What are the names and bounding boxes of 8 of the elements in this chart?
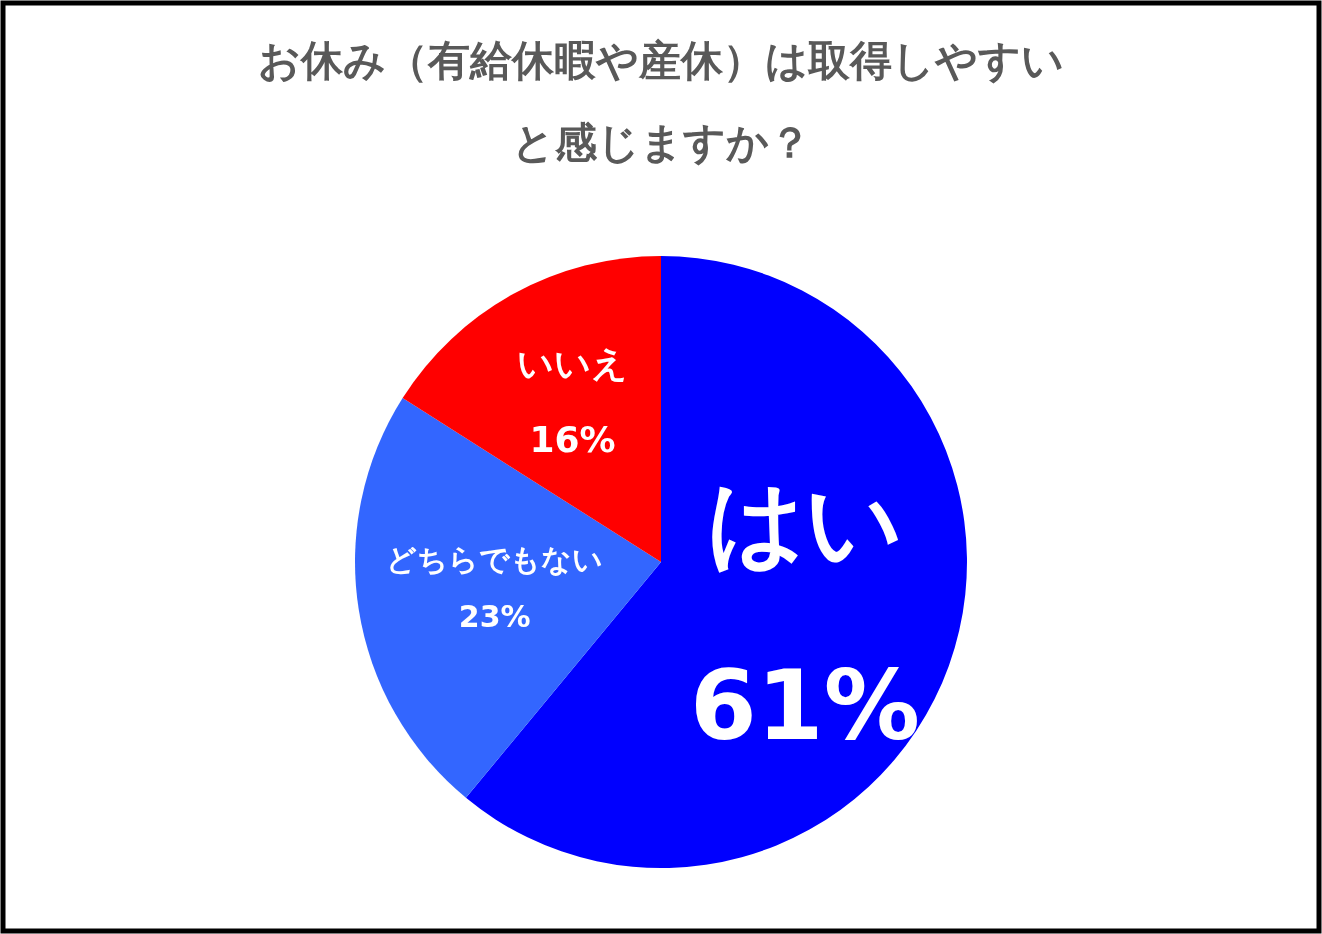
- data-label: 16%: [529, 418, 616, 460]
- pie-slice: [355, 398, 661, 798]
- slice-label: いいえ: [517, 342, 629, 384]
- data-label: 23%: [458, 599, 531, 635]
- chart-title: お休み（有給休暇や産休）は取得しやすいと感じますか？: [258, 36, 1064, 167]
- data-label: 61%: [690, 649, 920, 762]
- slice-label: どちらでもない: [386, 542, 604, 578]
- slice-label: はい: [706, 467, 903, 580]
